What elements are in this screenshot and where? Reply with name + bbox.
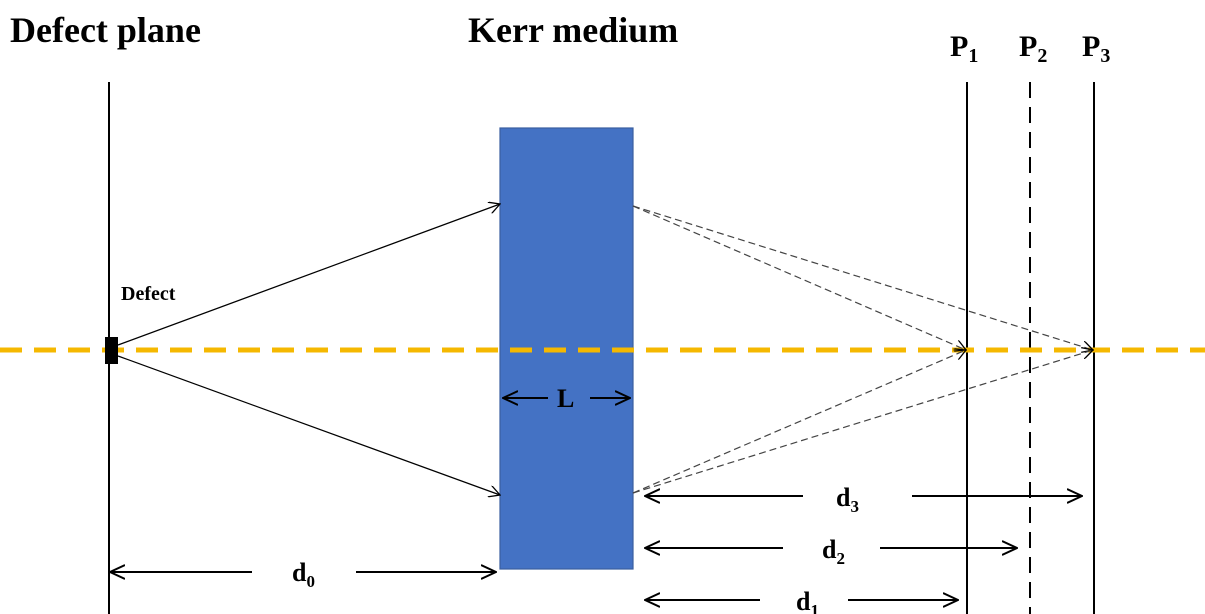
defect-label: Defect [121, 283, 176, 305]
plane-label-p3: P3 [1082, 30, 1110, 67]
defect-marker [105, 337, 118, 364]
ray-upper-incident [117, 204, 500, 346]
d2-sub: 2 [836, 549, 845, 568]
plane-sub-p3: 3 [1100, 45, 1110, 67]
plane-letter-p2: P [1019, 30, 1037, 63]
d1-letter: d [796, 587, 811, 614]
d2-letter: d [822, 535, 837, 564]
defect-plane-title: Defect plane [10, 10, 201, 50]
kerr-medium-title: Kerr medium [468, 10, 678, 50]
plane-letter-p1: P [950, 30, 968, 63]
ray-lower-incident [117, 355, 500, 495]
plane-sub-p2: 2 [1037, 45, 1047, 67]
d2-label: d2 [822, 535, 845, 568]
ray-upper-to-p1 [632, 205, 966, 350]
plane-label-p2: P2 [1019, 30, 1047, 67]
plane-sub-p1: 1 [968, 45, 978, 67]
ray-upper-to-p3 [632, 205, 1093, 350]
medium-length-label: L [557, 384, 574, 413]
ray-lower-to-p1 [632, 350, 966, 494]
d3-sub: 3 [850, 497, 859, 516]
d1-label: d1 [796, 587, 819, 614]
d0-label: d0 [292, 558, 315, 591]
d0-letter: d [292, 558, 307, 587]
d1-sub: 1 [810, 601, 819, 614]
plane-letter-p3: P [1082, 30, 1100, 63]
plane-label-p1: P1 [950, 30, 978, 67]
d3-label: d3 [836, 483, 859, 516]
ray-lower-to-p3 [632, 350, 1093, 494]
d3-letter: d [836, 483, 851, 512]
d0-sub: 0 [306, 572, 315, 591]
